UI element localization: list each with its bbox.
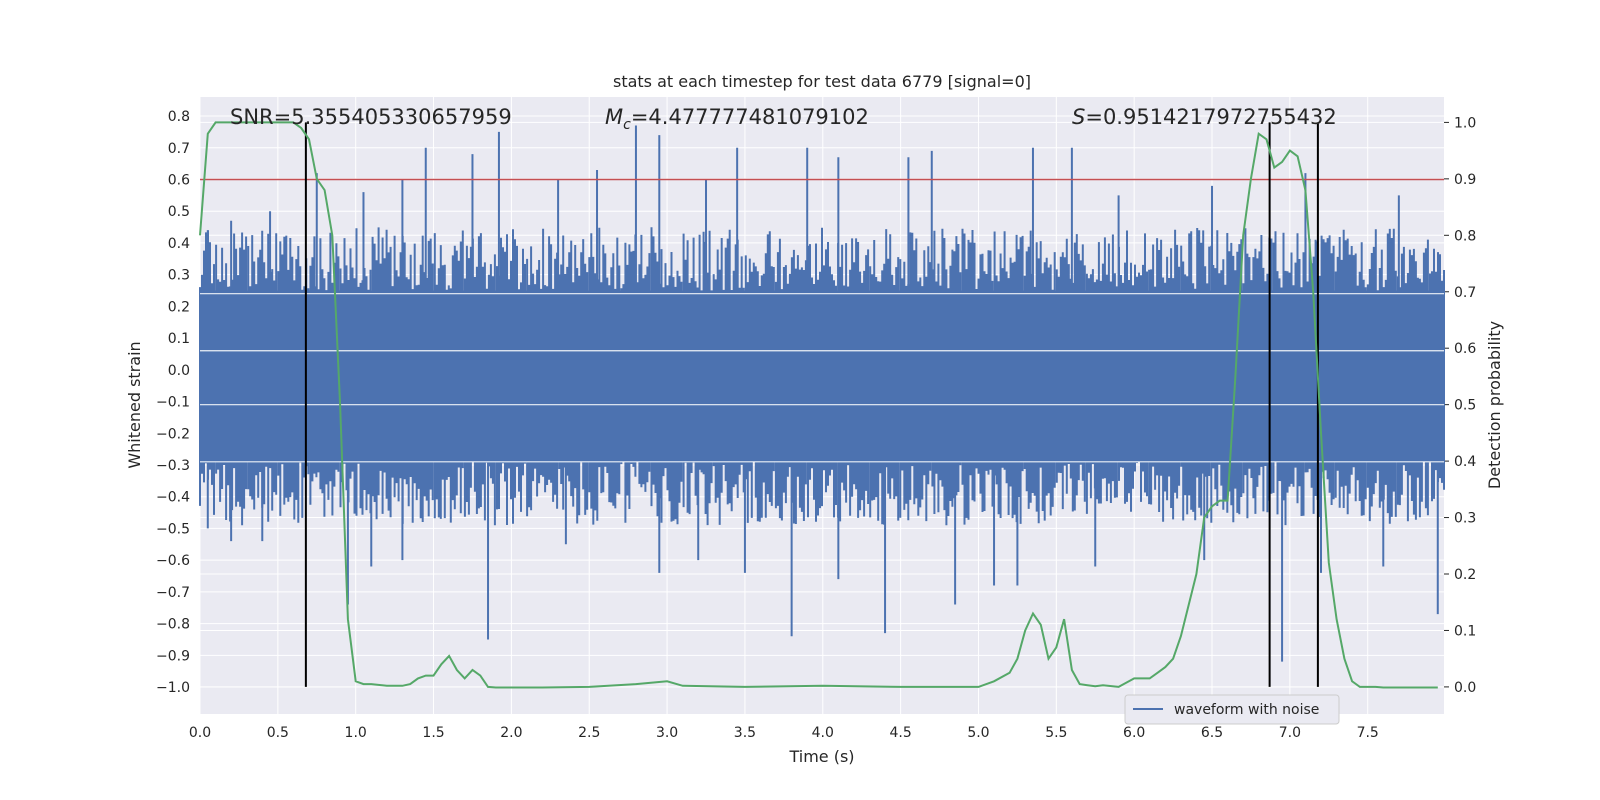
y-tick-label: 0.5 xyxy=(168,204,190,220)
x-tick-label: 3.0 xyxy=(656,725,678,741)
y-tick-label: 0.8 xyxy=(168,109,190,125)
y-tick-label: 0.0 xyxy=(168,363,190,379)
y-tick-label: −0.9 xyxy=(156,648,190,664)
y-right-tick-label: 0.3 xyxy=(1454,511,1476,527)
legend: waveform with noise xyxy=(1124,694,1340,725)
legend-box xyxy=(1124,694,1340,725)
y-axis-right-ticks: 1.0 0.9 0.8 0.7 0.6 0.5 0.4 0.3 0.2 0.1 0.0 xyxy=(1444,115,1476,696)
s-symbol: S xyxy=(1072,105,1085,129)
y-tick-label: 0.4 xyxy=(168,236,190,252)
x-tick-label: 5.0 xyxy=(967,725,989,741)
y-right-tick-label: 0.5 xyxy=(1454,398,1476,414)
x-tick-label: 0.0 xyxy=(189,725,211,741)
x-tick-label: 3.5 xyxy=(734,725,756,741)
y-tick-label: 0.6 xyxy=(168,172,190,188)
x-tick-label: 7.5 xyxy=(1357,725,1379,741)
y-right-tick-label: 0.4 xyxy=(1454,454,1476,470)
y-tick-label: −0.7 xyxy=(156,585,190,601)
x-axis-ticks: 0.0 0.5 1.0 1.5 2.0 2.5 3.0 3.5 4.0 4.5 5.0 5.5 6.0 6… xyxy=(189,725,1379,741)
x-tick-label: 6.0 xyxy=(1123,725,1145,741)
chirp-mass-symbol: M xyxy=(605,105,623,129)
y-right-tick-label: 0.6 xyxy=(1454,341,1476,357)
waveform-series xyxy=(199,125,1445,662)
y-tick-label: −0.6 xyxy=(156,553,190,569)
chirp-mass-annotation: Mc=4.477777481079102 xyxy=(605,105,869,133)
x-tick-label: 1.0 xyxy=(345,725,367,741)
y-right-tick-label: 1.0 xyxy=(1454,115,1476,131)
y-right-tick-label: 0.8 xyxy=(1454,228,1476,244)
chirp-mass-subscript: c xyxy=(623,117,631,133)
s-annotation: S=0.9514217972755432 xyxy=(1072,105,1337,129)
y-right-tick-label: 0.1 xyxy=(1454,623,1476,639)
y-tick-label: 0.7 xyxy=(168,141,190,157)
y-tick-label: 0.3 xyxy=(168,268,190,284)
s-value: =0.9514217972755432 xyxy=(1085,105,1336,129)
x-tick-label: 4.0 xyxy=(812,725,834,741)
x-tick-label: 5.5 xyxy=(1045,725,1067,741)
x-tick-label: 7.0 xyxy=(1279,725,1301,741)
y-right-tick-label: 0.2 xyxy=(1454,567,1476,583)
snr-annotation: SNR=5.355405330657959 xyxy=(230,105,512,129)
waveform-core xyxy=(200,290,1444,462)
x-axis-label: Time (s) xyxy=(788,747,854,766)
x-tick-label: 6.5 xyxy=(1201,725,1223,741)
y-axis-label: Whitened strain xyxy=(125,341,144,468)
detection-probability-line xyxy=(199,121,1438,689)
x-tick-label: 2.5 xyxy=(578,725,600,741)
y-tick-label: −0.1 xyxy=(156,395,190,411)
y-tick-label: 0.2 xyxy=(168,299,190,315)
legend-label: waveform with noise xyxy=(1174,702,1319,718)
y-tick-label: −0.2 xyxy=(156,426,190,442)
y-axis-ticks: 0.8 0.7 0.6 0.5 0.4 0.3 0.2 0.1 0.0 −0.1 −0.2 −0.3 −… xyxy=(156,109,190,696)
x-tick-label: 0.5 xyxy=(267,725,289,741)
y-tick-label: −1.0 xyxy=(156,680,190,696)
x-tick-label: 1.5 xyxy=(422,725,444,741)
y-right-tick-label: 0.0 xyxy=(1454,680,1476,696)
y-right-tick-label: 0.7 xyxy=(1454,285,1476,301)
chirp-mass-value: =4.477777481079102 xyxy=(631,105,869,129)
vertical-markers xyxy=(304,122,1319,687)
y-tick-label: −0.5 xyxy=(156,521,190,537)
x-tick-label: 2.0 xyxy=(500,725,522,741)
y-tick-label: 0.1 xyxy=(168,331,190,347)
y-axis-right-label: Detection probability xyxy=(1485,321,1504,489)
y-right-tick-label: 0.9 xyxy=(1454,172,1476,188)
chart-title: stats at each timestep for test data 677… xyxy=(613,72,1031,91)
y-tick-label: −0.4 xyxy=(156,490,190,506)
y-tick-label: −0.8 xyxy=(156,617,190,633)
x-tick-label: 4.5 xyxy=(889,725,911,741)
y-tick-label: −0.3 xyxy=(156,458,190,474)
